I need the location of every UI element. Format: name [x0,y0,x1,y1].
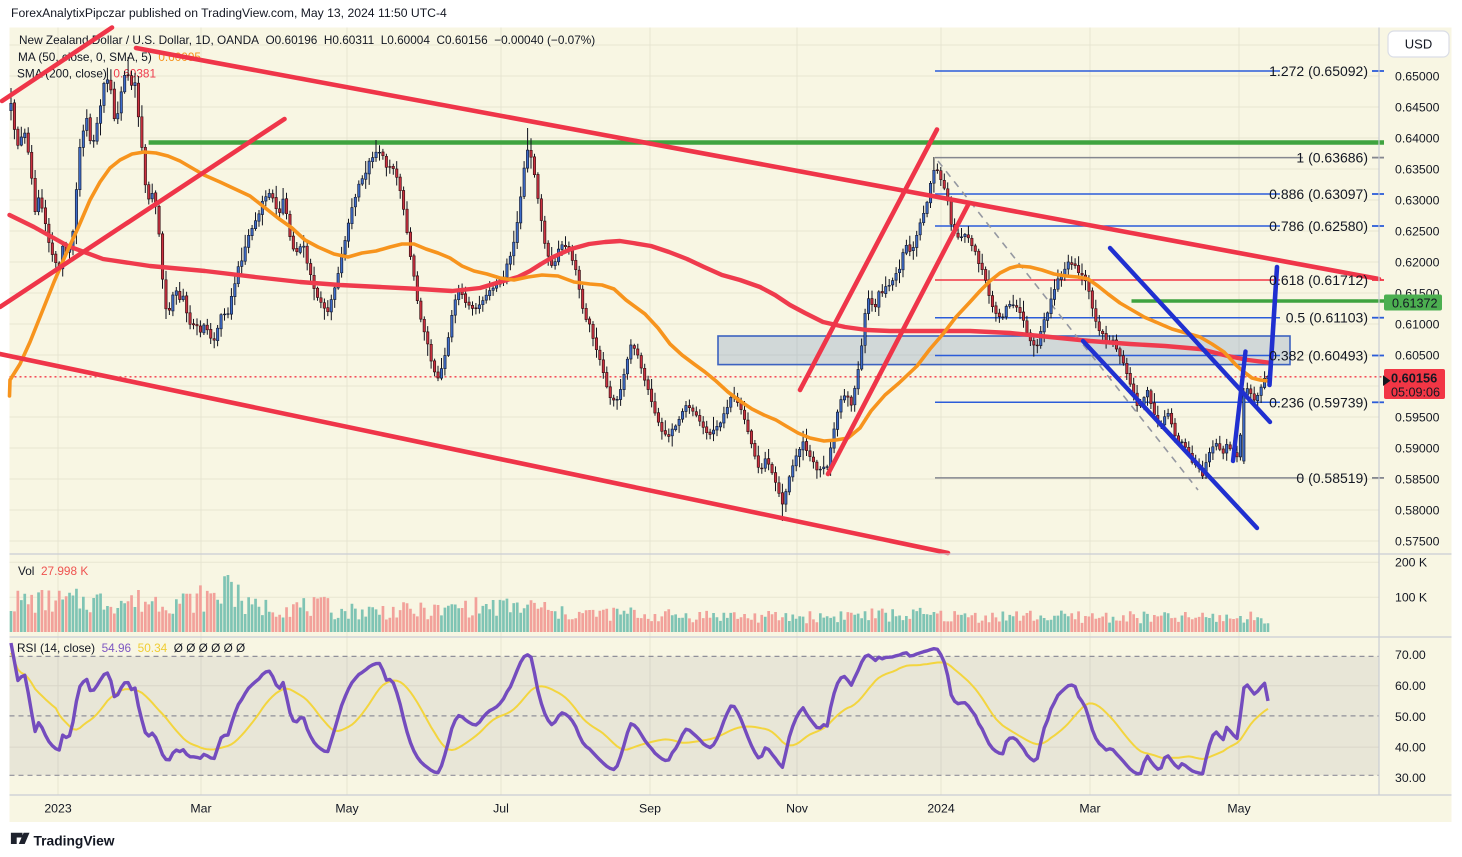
svg-text:0.62500: 0.62500 [1395,224,1440,238]
svg-text:0.64000: 0.64000 [1395,131,1440,145]
svg-text:100 K: 100 K [1395,591,1428,605]
svg-text:TradingView: TradingView [34,834,115,849]
svg-text:0.59000: 0.59000 [1395,441,1440,455]
svg-text:Jul: Jul [493,802,509,816]
svg-text:0.618 (0.61712): 0.618 (0.61712) [1269,272,1368,288]
svg-text:0.63500: 0.63500 [1395,162,1440,176]
svg-text:0.58500: 0.58500 [1395,472,1440,486]
svg-text:200 K: 200 K [1395,556,1428,570]
svg-text:0.886 (0.63097): 0.886 (0.63097) [1269,186,1368,202]
svg-text:USD: USD [1405,37,1432,52]
svg-text:30.00: 30.00 [1395,771,1426,785]
svg-text:May: May [335,802,359,816]
svg-text:0.65000: 0.65000 [1395,69,1440,83]
svg-text:40.00: 40.00 [1395,740,1426,754]
svg-text:0 (0.58519): 0 (0.58519) [1296,470,1368,486]
svg-text:New Zealand Dollar / U.S. Doll: New Zealand Dollar / U.S. Dollar, 1D, OA… [19,33,595,47]
svg-text:Mar: Mar [1079,802,1100,816]
svg-text:05:09:06: 05:09:06 [1391,386,1440,400]
svg-text:0.63000: 0.63000 [1395,193,1440,207]
svg-text:0.382 (0.60493): 0.382 (0.60493) [1269,348,1368,364]
svg-text:0.5 (0.61103): 0.5 (0.61103) [1286,310,1368,326]
svg-text:Mar: Mar [190,802,211,816]
svg-text:0.236 (0.59739): 0.236 (0.59739) [1269,394,1368,410]
svg-text:60.00: 60.00 [1395,679,1426,693]
svg-text:0.60500: 0.60500 [1395,348,1440,362]
svg-text:0.62000: 0.62000 [1395,255,1440,269]
svg-text:2023: 2023 [44,802,72,816]
svg-text:0.60156: 0.60156 [1391,371,1437,386]
svg-text:1.272 (0.65092): 1.272 (0.65092) [1269,63,1368,79]
svg-text:0.61000: 0.61000 [1395,317,1440,331]
svg-text:0.64500: 0.64500 [1395,100,1440,114]
svg-text:May: May [1227,802,1251,816]
svg-text:1 (0.63686): 1 (0.63686) [1296,150,1368,166]
svg-text:0.786 (0.62580): 0.786 (0.62580) [1269,218,1368,234]
svg-text:0.61372: 0.61372 [1392,297,1438,311]
svg-text:0.59500: 0.59500 [1395,410,1440,424]
svg-text:50.00: 50.00 [1395,710,1426,724]
svg-text:RSI (14, close) 54.96 50.34: RSI (14, close) 54.96 50.34 Ø Ø Ø Ø Ø Ø [17,641,245,655]
svg-text:Nov: Nov [786,802,809,816]
svg-text:Vol 27.998 K: Vol 27.998 K [18,564,88,578]
svg-text:0.58000: 0.58000 [1395,503,1440,517]
svg-text:Sep: Sep [639,802,661,816]
svg-text:2024: 2024 [927,802,955,816]
svg-text:ForexAnalytixPipczar published: ForexAnalytixPipczar published on Tradin… [11,6,447,20]
svg-text:70.00: 70.00 [1395,648,1426,662]
svg-text:0.57500: 0.57500 [1395,534,1440,548]
